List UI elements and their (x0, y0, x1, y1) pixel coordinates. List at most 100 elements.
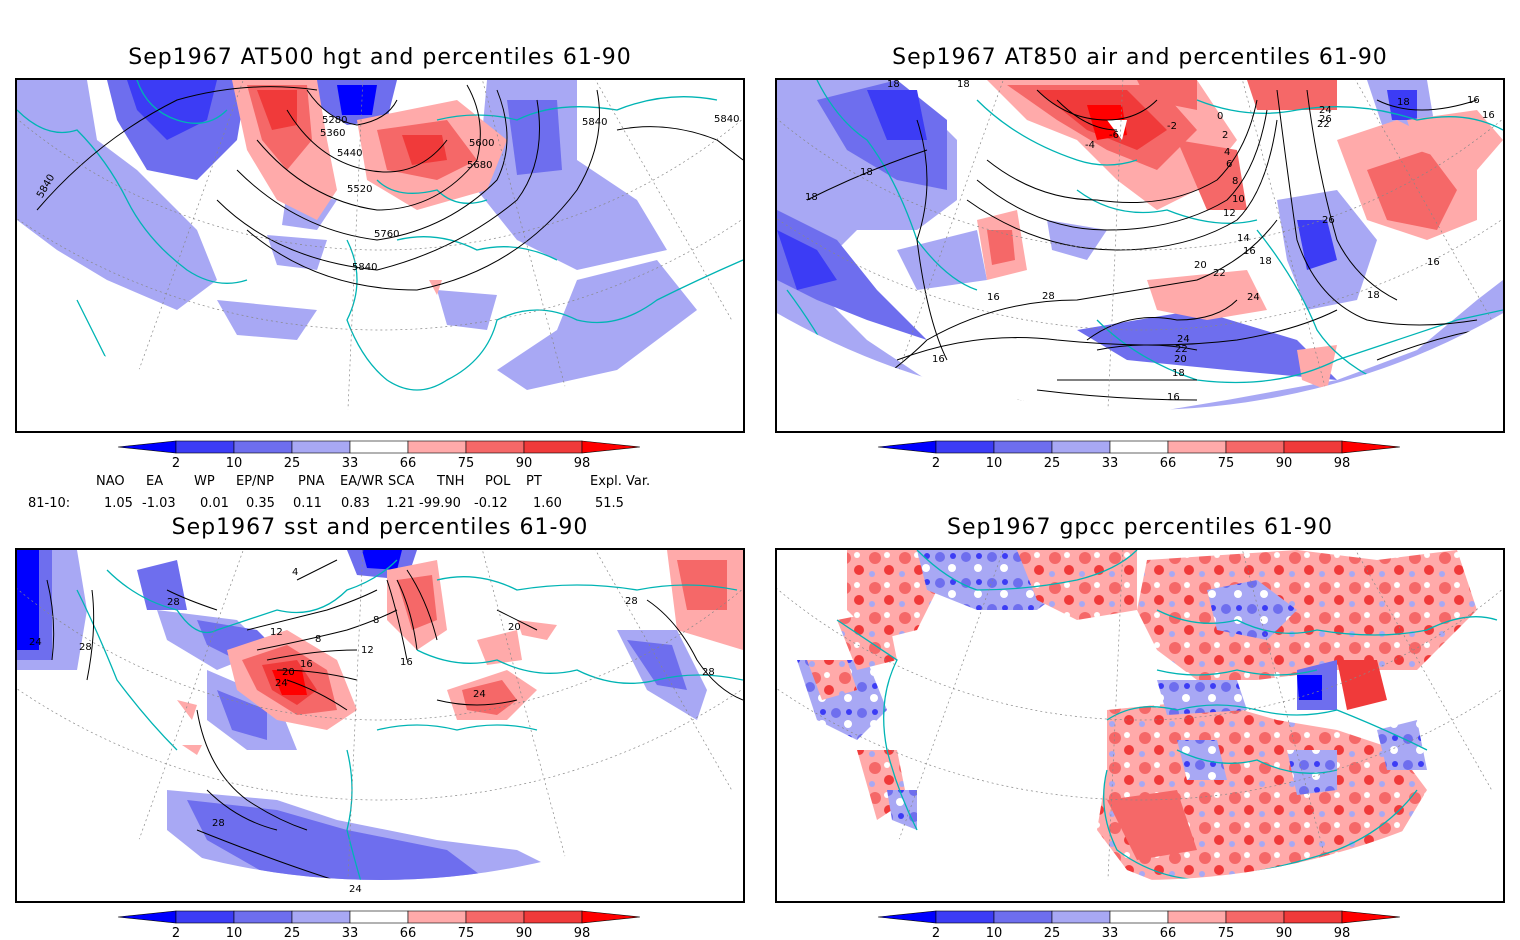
idx-header-ea: EA (146, 474, 164, 489)
colorbar-arrow-low (877, 440, 937, 454)
svg-text:20: 20 (1194, 260, 1207, 271)
map-air: 18 18 -2 -4 -6 0 2 4 6 8 10 12 14 16 18 … (777, 80, 1503, 410)
colorbar-segment-4 (1167, 440, 1227, 454)
svg-text:16: 16 (1467, 95, 1480, 106)
map-gpcc (777, 550, 1503, 880)
cb4: 2 10 25 33 66 75 90 98 (877, 910, 1401, 940)
svg-text:28: 28 (167, 597, 180, 608)
colorbar-tick-label: 10 (986, 456, 1003, 471)
colorbar-arrow-low (117, 440, 177, 454)
colorbar-segment-5 (465, 440, 525, 454)
colorbar-arrow-high (581, 440, 641, 454)
idx-value-pol: -0.12 (474, 496, 508, 511)
svg-text:5840: 5840 (582, 117, 607, 128)
svg-text:20: 20 (508, 622, 521, 633)
svg-text:18: 18 (1259, 256, 1272, 267)
svg-text:16: 16 (400, 657, 413, 668)
colorbar-segment-2 (291, 440, 351, 454)
svg-text:5520: 5520 (347, 184, 372, 195)
svg-text:24: 24 (349, 884, 362, 895)
map-sst: 28 24 28 12 8 16 20 24 4 8 12 16 20 24 2… (17, 550, 743, 895)
teleconnection-index-table: NAO EA WP EP/NP PNA EA/WR SCA TNH POL PT… (28, 474, 688, 512)
idx-header-pol: POL (485, 474, 511, 489)
colorbar-tick-label: 98 (1334, 456, 1351, 471)
colorbar-bottom-left: 2 10 25 33 66 75 90 98 (117, 910, 641, 940)
svg-text:24: 24 (1247, 292, 1260, 303)
colorbar-segment-4 (407, 910, 467, 924)
contour-labels-sst: 28 24 28 12 8 16 20 24 4 8 12 16 20 24 2… (29, 567, 715, 895)
svg-text:5840: 5840 (352, 262, 377, 273)
colorbar-segment-5 (1225, 440, 1285, 454)
svg-text:22: 22 (1213, 268, 1226, 279)
svg-text:28: 28 (79, 642, 92, 653)
colorbar-tick-label: 33 (342, 456, 359, 471)
colorbar-tick-label: 33 (1102, 926, 1119, 940)
svg-text:18: 18 (957, 80, 970, 90)
colorbar-tick-label: 33 (1102, 456, 1119, 471)
map-panel-hgt: 5840 5280 5360 5440 5520 5600 5680 5760 … (15, 78, 745, 433)
idx-value-ea: -1.03 (142, 496, 176, 511)
svg-text:5280: 5280 (322, 115, 347, 126)
colorbar-tick-label: 10 (986, 926, 1003, 940)
svg-text:18: 18 (805, 192, 818, 203)
idx-header-explvar: Expl. Var. (590, 474, 651, 489)
colorbar-segment-0 (175, 440, 235, 454)
colorbar-segment-0 (935, 440, 995, 454)
map-hgt: 5840 5280 5360 5440 5520 5600 5680 5760 … (17, 80, 743, 410)
idx-header-pna: PNA (298, 474, 325, 489)
colorbar-arrow-high (581, 910, 641, 924)
svg-text:14: 14 (1237, 233, 1250, 244)
svg-text:24: 24 (1319, 105, 1332, 116)
colorbar-tick-label: 90 (516, 456, 533, 471)
colorbar-tick-label: 98 (574, 926, 591, 940)
svg-text:5360: 5360 (320, 128, 345, 139)
svg-text:5760: 5760 (374, 229, 399, 240)
svg-text:28: 28 (1042, 291, 1055, 302)
svg-text:6: 6 (1226, 159, 1232, 170)
colorbar-tick-label: 90 (516, 926, 533, 940)
svg-text:8: 8 (373, 615, 379, 626)
cb3: 2 10 25 33 66 75 90 98 (117, 910, 641, 940)
colorbar-tick-label: 75 (458, 456, 475, 471)
idx-value-explvar: 51.5 (595, 496, 624, 511)
svg-text:24: 24 (473, 689, 486, 700)
colorbar-segment-0 (935, 910, 995, 924)
colorbar-segment-6 (523, 910, 583, 924)
colorbar-tick-label: 25 (1044, 926, 1061, 940)
svg-text:12: 12 (1223, 208, 1236, 219)
svg-text:24: 24 (29, 637, 42, 648)
svg-text:-2: -2 (1167, 121, 1177, 132)
colorbar-segment-2 (1051, 910, 1111, 924)
svg-text:18: 18 (1397, 97, 1410, 108)
colorbar-top-right: 2 10 25 33 66 75 90 98 (877, 440, 1401, 471)
colorbar-arrow-high (1341, 910, 1401, 924)
svg-text:26: 26 (1319, 114, 1332, 125)
idx-row-label: 81-10: (28, 496, 71, 511)
svg-text:16: 16 (932, 354, 945, 365)
idx-header-eawr: EA/WR (340, 474, 384, 489)
colorbar-tick-label: 75 (1218, 456, 1235, 471)
svg-text:4: 4 (1224, 147, 1230, 158)
idx-value-pna: 0.11 (293, 496, 322, 511)
colorbar-tick-label: 90 (1276, 926, 1293, 940)
svg-text:10: 10 (1232, 194, 1245, 205)
colorbar-tick-label: 98 (1334, 926, 1351, 940)
colorbar-tick-label: 66 (400, 926, 417, 940)
svg-text:18: 18 (887, 80, 900, 90)
svg-text:26: 26 (1322, 215, 1335, 226)
svg-text:4: 4 (292, 567, 298, 578)
colorbar-arrow-low (117, 910, 177, 924)
idx-value-eawr: 0.83 (341, 496, 370, 511)
idx-value-nao: 1.05 (104, 496, 133, 511)
colorbar-segment-2 (1051, 440, 1111, 454)
colorbar-segment-6 (523, 440, 583, 454)
idx-value-wp: 0.01 (200, 496, 229, 511)
panel-title-hgt: Sep1967 AT500 hgt and percentiles 61-90 (128, 45, 632, 70)
svg-text:-6: -6 (1109, 130, 1119, 141)
cb1: 2 10 25 33 66 75 90 98 (117, 440, 641, 471)
colorbar-segment-1 (993, 910, 1053, 924)
svg-text:18: 18 (860, 167, 873, 178)
colorbar-segment-3 (1109, 910, 1169, 924)
svg-text:-4: -4 (1085, 140, 1095, 151)
svg-text:20: 20 (1174, 354, 1187, 365)
